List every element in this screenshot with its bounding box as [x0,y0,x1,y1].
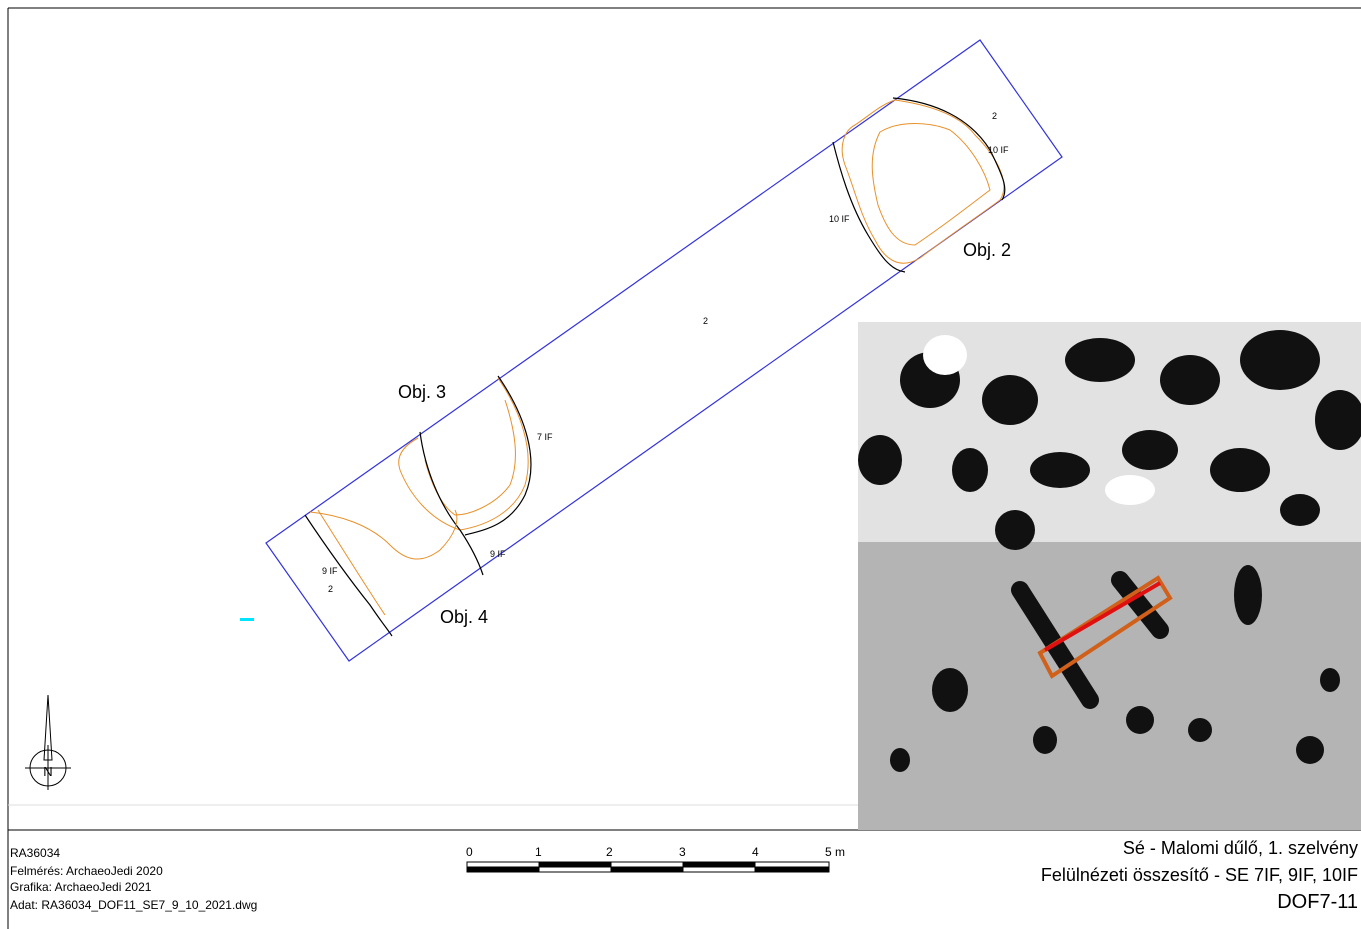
feature-label: 10 IF [988,145,1009,155]
north-label: N [43,764,52,779]
feature-label: 10 IF [829,214,850,224]
scale-label: 0 [466,845,473,859]
feature-label: 9 IF [322,566,338,576]
info-line: Adat: RA36034_DOF11_SE7_9_10_2021.dwg [10,898,257,912]
scale-label: 2 [606,845,613,859]
sheet-code: DOF7-11 [1277,891,1358,913]
object-label: Obj. 3 [398,382,446,402]
drawing-sheet: 2 2 2 10 IF 10 IF 7 IF 9 IF 9 IF Obj. 2 … [0,0,1361,929]
scale-label: 3 [679,845,686,859]
feature-obj3-obj4 [240,376,531,636]
feature-label: 7 IF [537,432,553,442]
info-line: Grafika: ArchaeoJedi 2021 [10,880,152,894]
layer-label: 2 [328,584,333,594]
layer-label: 2 [992,111,997,121]
scale-label: 4 [752,845,759,859]
scale-bar [467,862,829,872]
aerial-image [858,322,1361,830]
feature-label: 9 IF [490,549,506,559]
site-title: Sé - Malomi dűlő, 1. szelvény [1123,838,1358,858]
object-label: Obj. 2 [963,240,1011,260]
info-line: Felmérés: ArchaeoJedi 2020 [10,864,163,878]
scale-label: 5 m [825,845,845,859]
object-label: Obj. 4 [440,607,488,627]
scale-label: 1 [535,845,542,859]
sheet-subtitle: Felülnézeti összesítő - SE 7IF, 9IF, 10I… [1041,865,1358,885]
info-line: RA36034 [10,846,60,860]
layer-label: 2 [703,316,708,326]
